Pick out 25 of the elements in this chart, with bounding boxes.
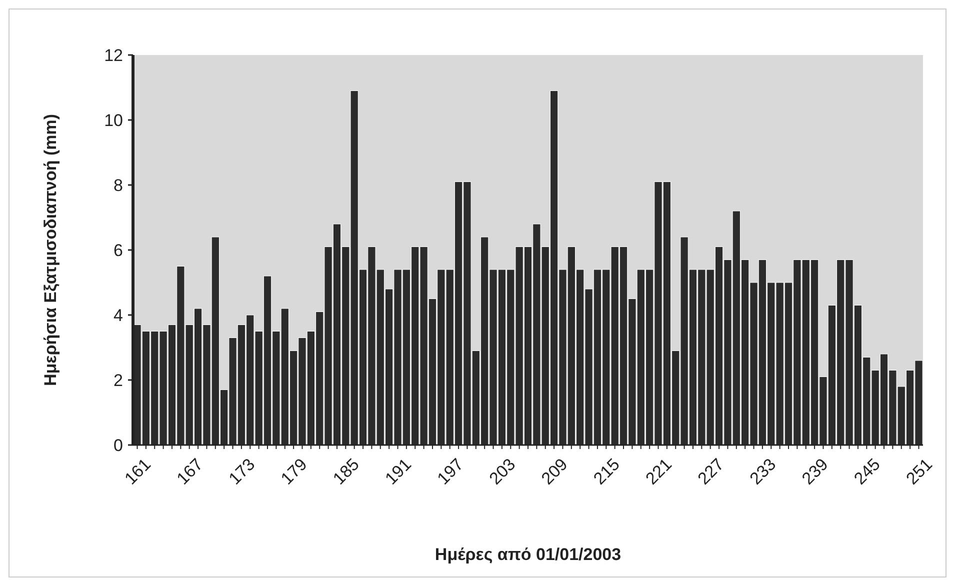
y-tick-label: 10 (104, 110, 123, 130)
y-tick-label: 8 (114, 176, 123, 195)
y-tick-label: 12 (104, 46, 123, 65)
x-tick-label: 161 (121, 454, 154, 488)
x-tick-label: 185 (329, 454, 363, 488)
x-tick-label: 215 (590, 454, 624, 488)
x-tick-label: 245 (850, 454, 884, 488)
x-tick-label: 179 (277, 454, 311, 488)
x-tick-label: 203 (486, 454, 520, 488)
x-tick-label: 239 (798, 454, 832, 488)
x-tick-label: 197 (434, 454, 468, 488)
x-axis-title: Ημέρες από 01/01/2003 (434, 545, 622, 564)
y-tick-label: 2 (114, 370, 123, 390)
y-tick-label: 4 (114, 306, 123, 325)
y-tick-label: 6 (114, 240, 123, 260)
x-tick-label: 221 (642, 454, 676, 488)
y-tick-label: 0 (114, 436, 123, 455)
x-tick-label: 167 (173, 454, 207, 488)
x-tick-label: 251 (902, 454, 936, 488)
x-tick-label: 209 (538, 454, 572, 488)
x-tick-label: 173 (225, 454, 259, 488)
x-tick-label: 191 (381, 454, 415, 488)
x-tick-label: 227 (694, 454, 728, 488)
x-tick-label: 233 (746, 454, 780, 488)
y-axis-title: Ημερήσια Εξατμισοδιαπνοή (mm) (41, 114, 60, 386)
